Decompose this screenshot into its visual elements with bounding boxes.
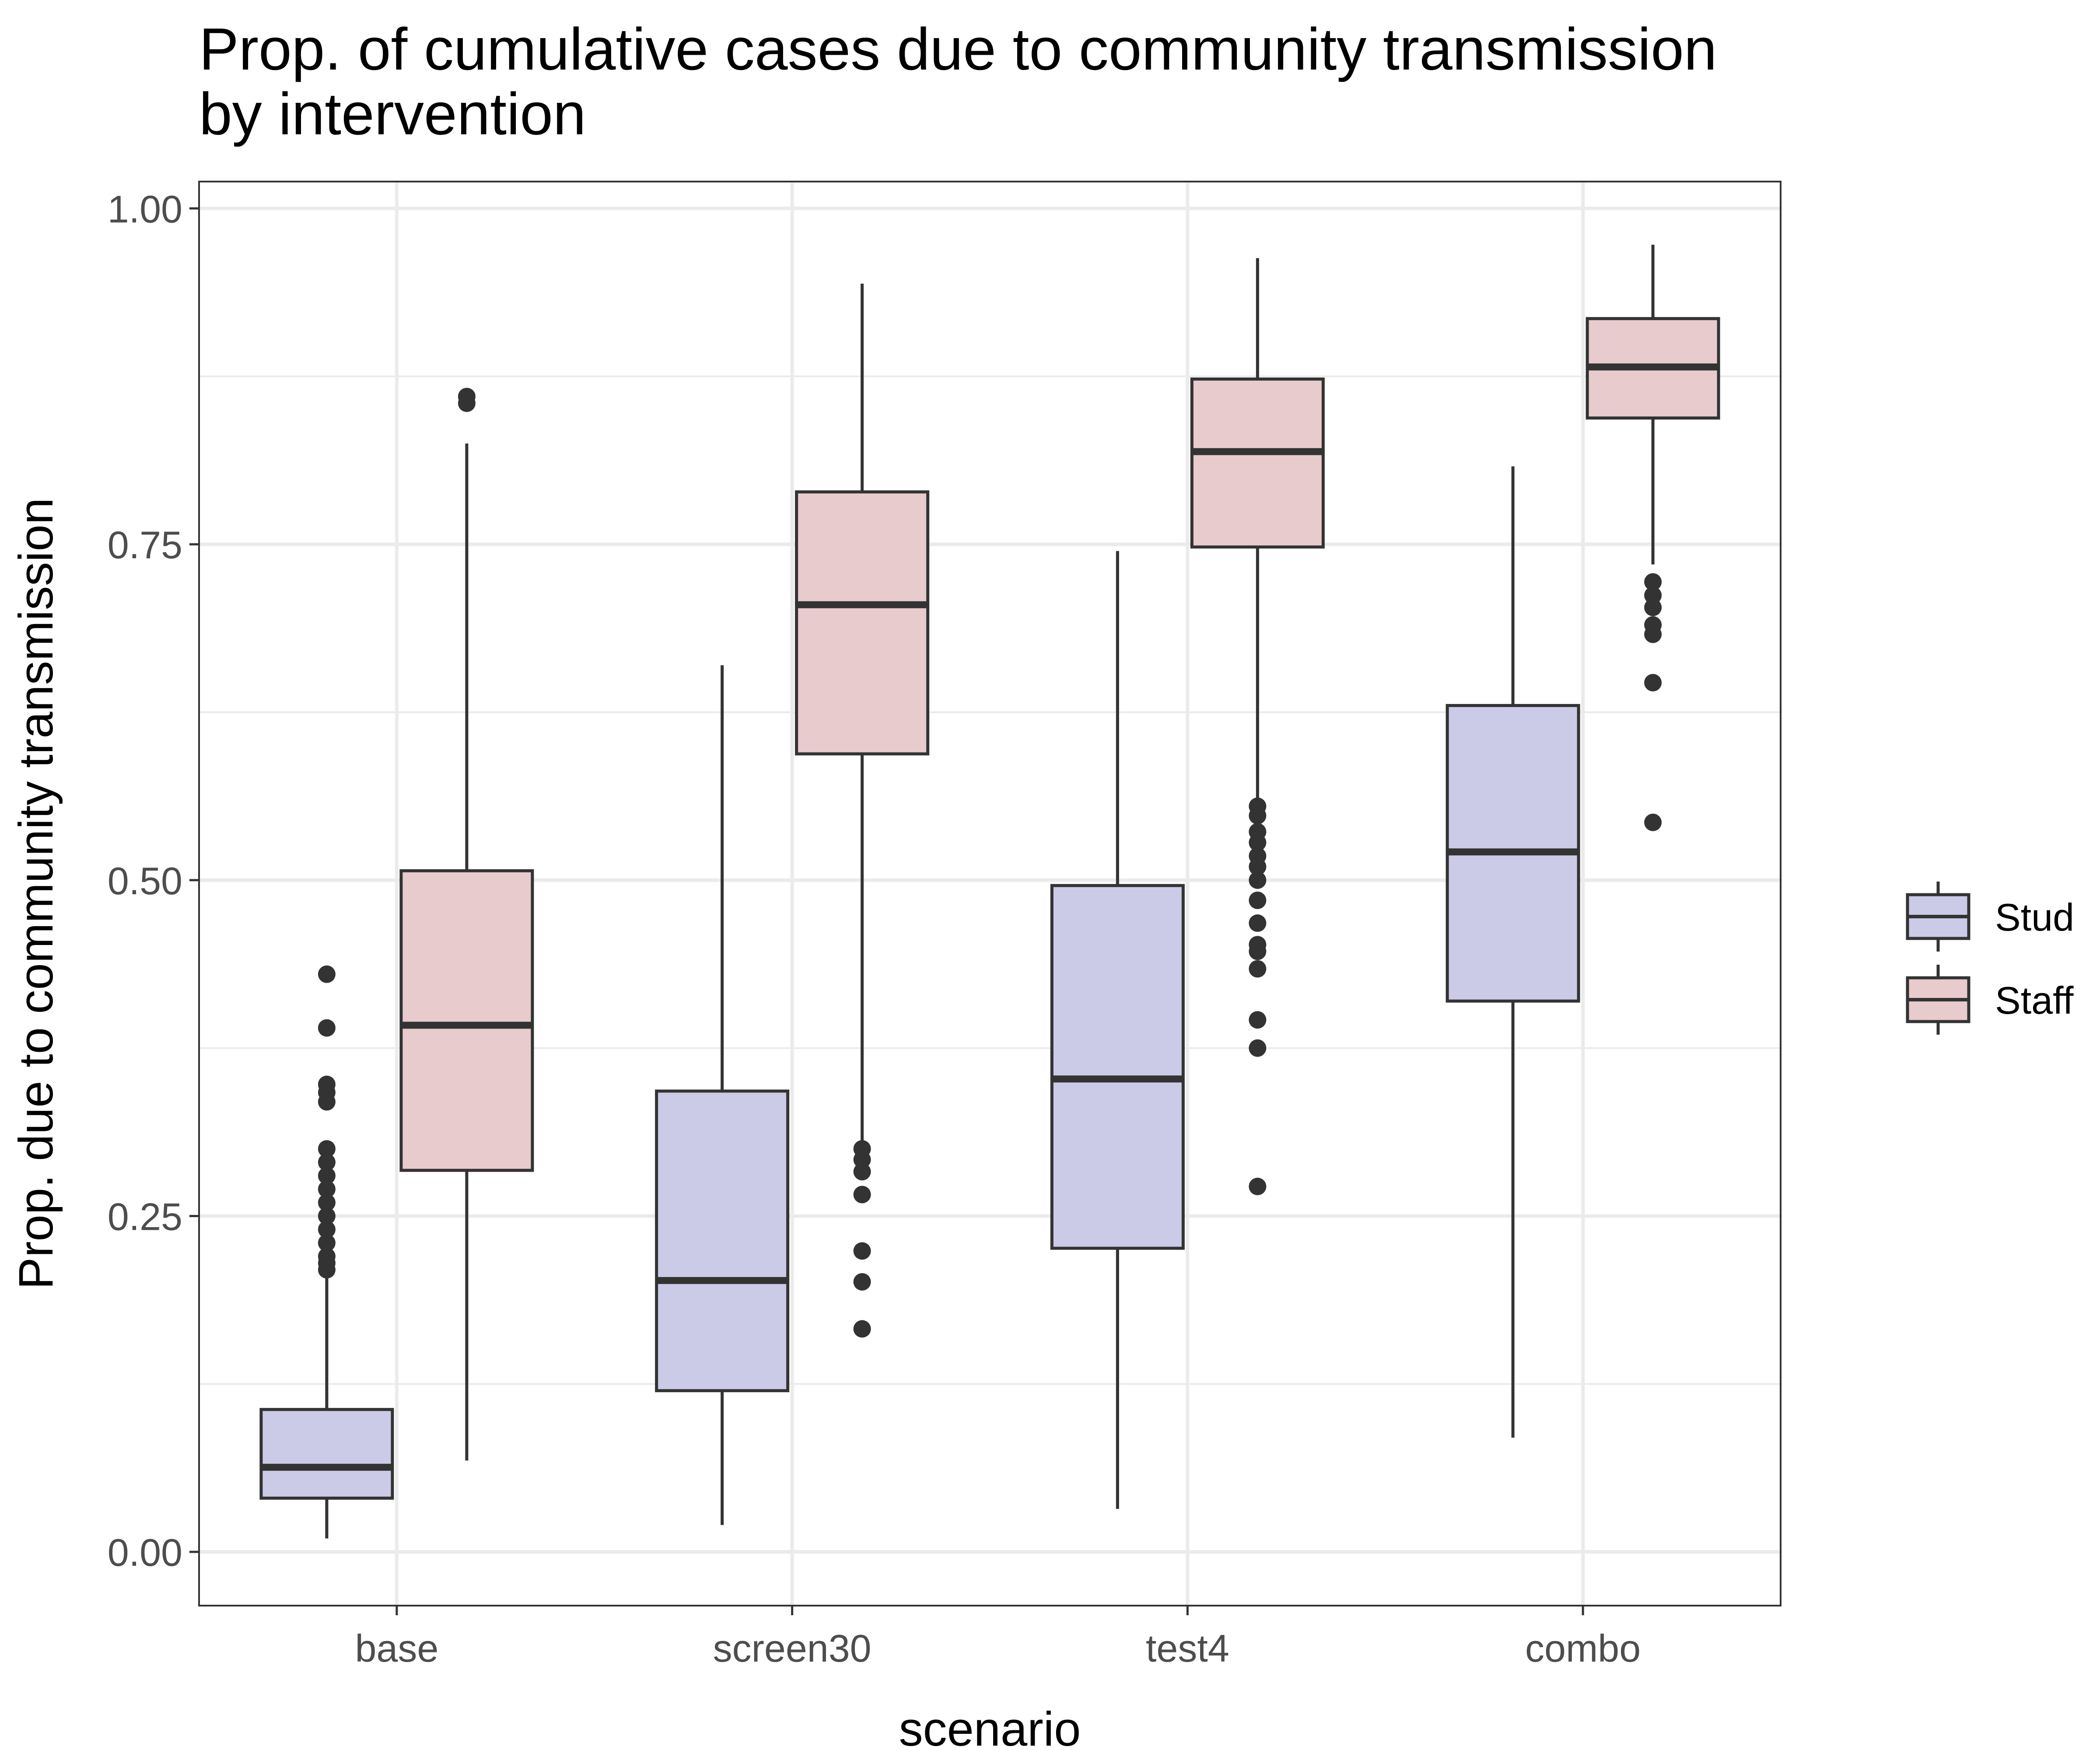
y-tick-label: 1.00 [108,187,182,231]
chart-title-line-1: Prop. of cumulative cases due to communi… [199,16,1717,82]
box-staff-test4 [1190,258,1325,1195]
outlier-point [1644,813,1662,831]
outlier-point [1644,616,1662,634]
outlier-point [318,1153,336,1171]
outlier-point [1249,960,1267,978]
outlier-point [1249,914,1267,932]
outlier-point [318,1221,336,1239]
y-tick-label: 0.00 [108,1531,182,1574]
box-stud-base [259,965,394,1539]
legend-item-stud: Stud [1906,882,2074,952]
legend-label: Staff [1995,979,2074,1022]
y-tick-label: 0.75 [108,523,182,567]
chart-title-line-2: by intervention [199,80,586,147]
outlier-point [1249,1177,1267,1195]
outlier-point [1249,847,1267,865]
outlier-point [318,1207,336,1225]
outlier-point [1644,586,1662,604]
y-tick-label: 0.50 [108,859,182,903]
outlier-point [853,1320,871,1338]
legend: Stud Staff [1906,882,2074,1035]
outlier-point [318,1194,336,1211]
box-stud-test4 [1050,551,1185,1509]
outlier-point [853,1186,871,1204]
box-iqr [795,490,930,756]
box-stud-combo [1446,466,1580,1438]
x-tick-label: combo [1525,1627,1641,1670]
outlier-point [1249,891,1267,909]
outlier-point [318,965,336,983]
box-stud-screen30 [655,665,790,1525]
box-iqr [655,1089,790,1393]
box-plots [259,245,1720,1539]
axes: 0.00 0.25 0.50 0.75 1.00 base screen30 test4 com… [108,187,1641,1670]
outlier-point [318,1140,336,1158]
outlier-point [1249,871,1267,889]
box-iqr [1050,884,1185,1250]
box-staff-combo [1586,245,1720,831]
outlier-point [853,1242,871,1260]
x-tick-label: screen30 [713,1627,872,1670]
outlier-point [853,1140,871,1158]
x-tick-label: base [355,1627,438,1670]
outlier-point [1249,1039,1267,1057]
outlier-point [853,1273,871,1291]
outlier-point [318,1247,336,1265]
outlier-point [1249,936,1267,954]
outlier-point [458,388,476,406]
outlier-point [318,1234,336,1252]
outlier-point [1644,573,1662,591]
outlier-point [1249,797,1267,815]
plot-panel-border [198,181,1782,1606]
x-axis-title: scenario [899,1702,1081,1750]
outlier-point [318,1019,336,1037]
box-staff-base [399,388,534,1461]
box-iqr [399,869,534,1172]
outlier-point [318,1075,336,1093]
box-iqr [1190,377,1325,549]
legend-item-staff: Staff [1906,965,2074,1035]
outlier-point [1644,598,1662,616]
outlier-point [1249,1011,1267,1029]
x-tick-label: test4 [1146,1627,1229,1670]
chart-title: Prop. of cumulative cases due to communi… [199,17,1717,146]
box-staff-screen30 [795,284,930,1338]
legend-label: Stud [1995,896,2074,939]
y-axis-title: Prop. due to community transmission [9,498,63,1290]
outlier-point [318,1167,336,1185]
outlier-point [853,1163,871,1181]
outlier-point [1644,674,1662,692]
outlier-point [1249,823,1267,841]
box-iqr [259,1408,394,1500]
y-tick-label: 0.25 [108,1195,182,1238]
outlier-point [318,1180,336,1198]
